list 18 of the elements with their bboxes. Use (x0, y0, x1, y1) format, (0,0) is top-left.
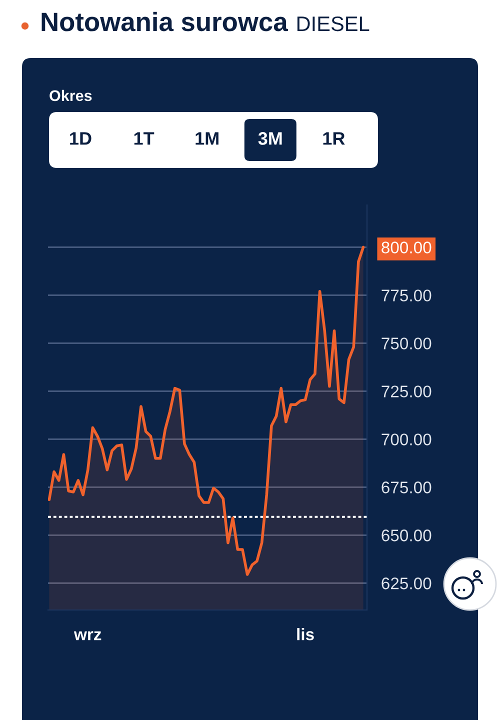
y-tick-label: 775.00 (382, 290, 432, 302)
x-tick-label: wrz (74, 631, 102, 640)
y-tick-label: 725.00 (382, 386, 432, 398)
text: 1M (196, 132, 218, 145)
y-tick-label: 750.00 (382, 338, 432, 350)
chart-subtitle: DIESEL (297, 16, 370, 32)
text: 1D (70, 132, 92, 145)
chart-title: Notowania surowca (42, 12, 288, 32)
x-tick-label: lis (297, 628, 314, 640)
y-tick-label: 700.00 (382, 434, 432, 446)
text: Okres (50, 90, 92, 102)
data-label: 800.00 (382, 242, 432, 254)
text: 3M (258, 132, 282, 145)
y-tick-label: 650.00 (382, 530, 432, 542)
y-tick-label: 675.00 (382, 482, 432, 494)
text: 1T (134, 132, 154, 145)
text: 1R (323, 132, 345, 145)
y-tick-label: 625.00 (382, 578, 432, 590)
